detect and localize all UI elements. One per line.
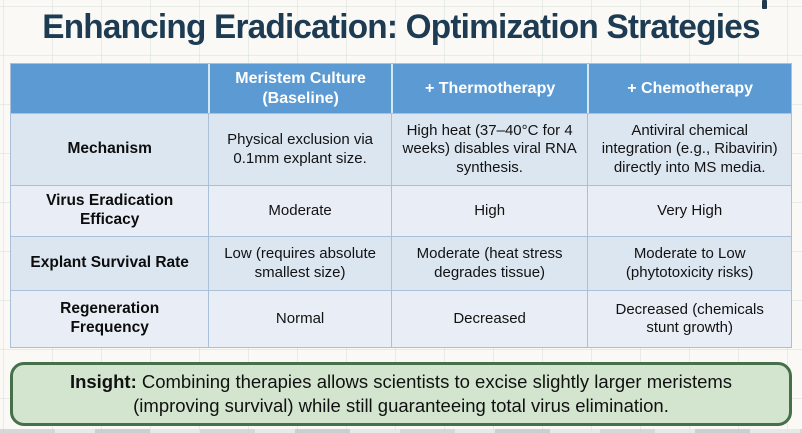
header-thermotherapy: + Thermotherapy [390, 64, 588, 113]
insight-text: Combining therapies allows scientists to… [133, 370, 733, 416]
cell-efficacy-baseline: Moderate [208, 186, 391, 236]
cell-mechanism-chemo: Antiviral chemical integration (e.g., Ri… [587, 114, 791, 185]
cell-efficacy-thermo: High [390, 186, 588, 236]
table-header-row: Meristem Culture (Baseline) + Thermother… [11, 64, 791, 113]
header-corner-cell [11, 64, 208, 113]
table-row-mechanism: Mechanism Physical exclusion via 0.1mm e… [11, 113, 791, 185]
insight-paragraph: Insight: Combining therapies allows scie… [41, 370, 761, 418]
row-label-mechanism: Mechanism [11, 114, 209, 185]
cell-regeneration-chemo: Decreased (chemicals stunt growth) [587, 291, 791, 347]
row-label-regeneration: Regeneration Frequency [11, 291, 209, 347]
cell-survival-thermo: Moderate (heat stress degrades tissue) [390, 237, 588, 290]
cell-regeneration-thermo: Decreased [390, 291, 588, 347]
header-meristem-culture: Meristem Culture (Baseline) [208, 64, 391, 113]
row-label-efficacy: Virus Eradication Efficacy [11, 186, 209, 236]
table-row-survival: Explant Survival Rate Low (requires abso… [11, 236, 791, 290]
cell-survival-chemo: Moderate to Low (phytotoxicity risks) [587, 237, 791, 290]
insight-box: Insight: Combining therapies allows scie… [10, 362, 792, 426]
cell-regeneration-baseline: Normal [208, 291, 391, 347]
table-row-efficacy: Virus Eradication Efficacy Moderate High… [11, 185, 791, 236]
table-row-regeneration: Regeneration Frequency Normal Decreased … [11, 290, 791, 347]
cell-mechanism-thermo: High heat (37–40°C for 4 weeks) disables… [390, 114, 588, 185]
row-label-survival: Explant Survival Rate [11, 237, 209, 290]
cell-efficacy-chemo: Very High [587, 186, 791, 236]
cell-survival-baseline: Low (requires absolute smallest size) [208, 237, 391, 290]
insight-label: Insight: [69, 370, 137, 392]
comparison-table: Meristem Culture (Baseline) + Thermother… [10, 63, 792, 348]
bottom-edge-strip [0, 429, 802, 433]
top-right-mark [762, 0, 767, 9]
header-chemotherapy: + Chemotherapy [587, 64, 791, 113]
page-title: Enhancing Eradication: Optimization Stra… [42, 8, 760, 46]
cell-mechanism-baseline: Physical exclusion via 0.1mm explant siz… [208, 114, 391, 185]
